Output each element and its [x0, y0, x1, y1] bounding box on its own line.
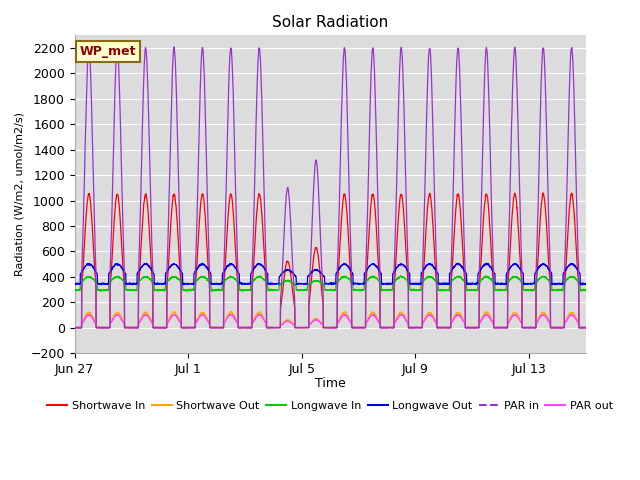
Shortwave Out: [184, 324, 192, 330]
PAR in: [257, 53, 264, 59]
PAR out: [558, 325, 566, 331]
Longwave Out: [71, 280, 79, 286]
Shortwave Out: [71, 324, 79, 330]
Shortwave Out: [516, 316, 524, 322]
PAR in: [582, 325, 589, 331]
Longwave In: [346, 278, 354, 284]
Longwave Out: [582, 282, 589, 288]
Shortwave Out: [120, 320, 128, 326]
Shortwave In: [151, 325, 159, 331]
PAR out: [227, 312, 234, 317]
Legend: Shortwave In, Shortwave Out, Longwave In, Longwave Out, PAR in, PAR out: Shortwave In, Shortwave Out, Longwave In…: [43, 396, 618, 416]
Shortwave Out: [502, 324, 509, 330]
PAR in: [151, 325, 159, 331]
Longwave Out: [151, 281, 159, 287]
Longwave In: [71, 287, 79, 293]
PAR out: [184, 325, 192, 331]
Longwave In: [120, 280, 128, 286]
Shortwave Out: [151, 324, 159, 330]
Longwave In: [582, 287, 589, 293]
Shortwave Out: [227, 309, 235, 314]
Longwave Out: [346, 266, 354, 272]
Shortwave Out: [346, 318, 354, 324]
Title: Solar Radiation: Solar Radiation: [272, 15, 388, 30]
PAR out: [516, 318, 524, 324]
Longwave In: [184, 288, 192, 293]
PAR in: [71, 325, 79, 331]
Shortwave In: [256, 192, 264, 198]
Shortwave In: [409, 325, 417, 331]
PAR out: [120, 321, 128, 327]
Shortwave In: [71, 325, 79, 331]
Shortwave In: [582, 325, 589, 331]
Longwave Out: [579, 282, 586, 288]
Line: Longwave Out: Longwave Out: [75, 263, 586, 285]
PAR out: [582, 325, 589, 331]
Text: WP_met: WP_met: [80, 45, 136, 58]
Y-axis label: Radiation (W/m2, umol/m2/s): Radiation (W/m2, umol/m2/s): [15, 112, 25, 276]
Longwave In: [97, 288, 105, 294]
Shortwave In: [120, 283, 128, 288]
Line: PAR out: PAR out: [75, 314, 586, 328]
PAR in: [346, 225, 354, 231]
Longwave In: [516, 277, 524, 283]
Line: PAR in: PAR in: [75, 47, 586, 328]
Longwave In: [151, 288, 159, 293]
Shortwave In: [516, 251, 524, 256]
Shortwave Out: [257, 310, 264, 315]
Line: Shortwave Out: Shortwave Out: [75, 312, 586, 327]
Shortwave In: [346, 262, 354, 268]
PAR out: [257, 312, 264, 318]
Longwave Out: [256, 262, 264, 267]
X-axis label: Time: Time: [315, 377, 346, 390]
PAR out: [346, 319, 354, 324]
PAR in: [120, 263, 128, 269]
Longwave Out: [454, 260, 461, 266]
PAR out: [71, 325, 79, 331]
PAR in: [184, 324, 192, 330]
Longwave In: [257, 274, 264, 279]
Shortwave In: [539, 190, 547, 196]
PAR out: [151, 325, 159, 331]
PAR in: [467, 325, 474, 331]
Longwave Out: [120, 269, 128, 275]
Shortwave In: [184, 324, 192, 330]
Longwave In: [397, 273, 404, 278]
PAR in: [170, 44, 178, 50]
Line: Shortwave In: Shortwave In: [75, 193, 586, 328]
Longwave Out: [184, 281, 192, 287]
Shortwave Out: [582, 324, 589, 330]
Line: Longwave In: Longwave In: [75, 276, 586, 291]
PAR in: [516, 203, 524, 208]
Longwave Out: [516, 265, 524, 271]
